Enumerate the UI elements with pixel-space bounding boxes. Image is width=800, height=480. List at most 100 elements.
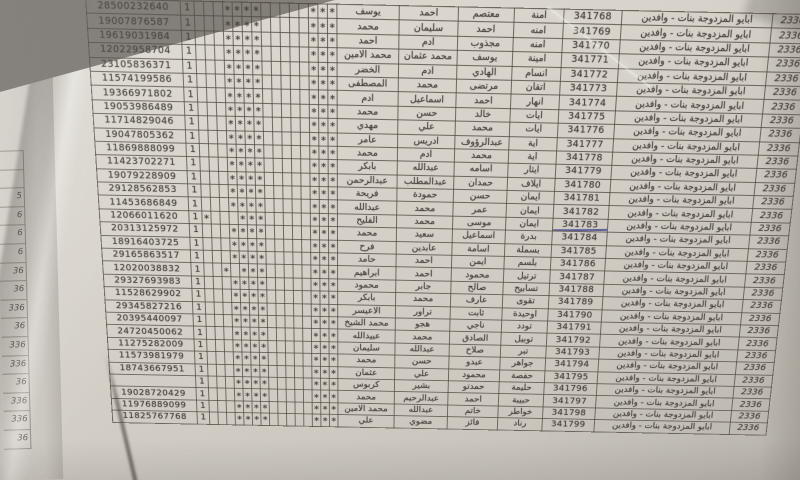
- grandfather-name-cell: احمد: [395, 267, 452, 282]
- star-mark-icon: *: [244, 379, 250, 389]
- mark-cell: *: [227, 157, 237, 172]
- mark-cell: *: [225, 88, 235, 103]
- star-mark-icon: *: [320, 93, 326, 105]
- star-mark-icon: *: [238, 160, 244, 172]
- mark-cell: [267, 340, 277, 353]
- mark-cell: [225, 388, 235, 401]
- mark-cell: [285, 328, 295, 341]
- star-mark-icon: *: [242, 304, 248, 316]
- mark-cell: *: [310, 213, 320, 227]
- mark-cell: *: [248, 276, 258, 290]
- registered-flag-cell: 1: [182, 58, 197, 74]
- mark-cell: [217, 143, 228, 158]
- mark-cell: [294, 353, 304, 366]
- star-mark-icon: *: [251, 292, 257, 303]
- star-mark-icon: *: [312, 242, 318, 253]
- star-mark-icon: *: [255, 105, 262, 118]
- mark-cell: *: [234, 102, 245, 117]
- mark-cell: *: [232, 327, 242, 340]
- registered-flag-cell: 1: [183, 73, 198, 88]
- star-mark-icon: *: [330, 306, 336, 317]
- seat-number-cell: 341792: [546, 333, 601, 347]
- mark-cell: *: [256, 238, 266, 252]
- mark-cell: *: [238, 237, 249, 252]
- mark-cell: *: [251, 388, 261, 402]
- mark-cell: *: [309, 131, 319, 146]
- mark-cell: [215, 339, 225, 352]
- great-grandfather-name-cell: فرح: [337, 239, 397, 255]
- father-name-cell: يوسف: [456, 50, 513, 67]
- mark-cell: *: [232, 31, 243, 46]
- mark-cell: [193, 1, 204, 17]
- grandfather-name-cell: ادريس: [397, 133, 456, 149]
- star-mark-icon: *: [240, 240, 247, 252]
- mark-cell: [198, 115, 208, 130]
- registered-flag-cell: 1: [185, 143, 200, 158]
- mark-cell: *: [318, 159, 329, 174]
- mark-cell: [276, 328, 286, 341]
- mark-cell: [272, 117, 282, 132]
- mark-cell: [275, 302, 285, 316]
- star-mark-icon: *: [230, 187, 236, 199]
- mark-cell: [204, 30, 215, 46]
- mark-cell: *: [259, 352, 269, 365]
- mark-cell: [266, 290, 276, 303]
- star-mark-icon: *: [261, 367, 267, 378]
- star-mark-icon: *: [310, 50, 317, 62]
- star-mark-icon: *: [330, 202, 336, 214]
- mark-cell: [212, 1, 223, 17]
- mark-cell: [269, 401, 278, 414]
- mark-cell: [271, 46, 281, 62]
- star-mark-icon: *: [311, 106, 317, 119]
- mark-cell: *: [235, 130, 246, 145]
- first-name-cell: توبيل: [500, 332, 547, 346]
- first-name-cell: اية: [508, 136, 558, 151]
- star-mark-icon: *: [228, 132, 235, 145]
- mark-cell: *: [252, 412, 262, 425]
- great-grandfather-name-cell: حامد: [337, 252, 397, 268]
- star-mark-icon: *: [310, 35, 317, 48]
- star-mark-icon: *: [311, 92, 317, 105]
- great-grandfather-name-cell: مهدي: [337, 118, 398, 134]
- star-mark-icon: *: [234, 342, 241, 353]
- star-mark-icon: *: [262, 415, 268, 426]
- mark-cell: [206, 101, 217, 117]
- star-mark-icon: *: [322, 306, 327, 317]
- star-mark-icon: *: [311, 162, 318, 174]
- star-mark-icon: *: [311, 134, 317, 146]
- mark-cell: *: [309, 75, 319, 91]
- star-mark-icon: *: [231, 227, 237, 238]
- star-mark-icon: *: [321, 293, 327, 305]
- mark-cell: *: [311, 316, 321, 329]
- seat-number-cell: 341786: [550, 257, 606, 272]
- star-mark-icon: *: [253, 20, 260, 32]
- registered-flag-cell: 1: [189, 223, 203, 238]
- father-name-cell: حمدتو: [448, 380, 500, 394]
- grandfather-name-cell: سليمان: [398, 20, 459, 37]
- star-mark-icon: *: [247, 160, 254, 172]
- mark-cell: [196, 59, 206, 74]
- star-mark-icon: *: [245, 403, 251, 413]
- first-name-cell: اية: [508, 149, 557, 165]
- mark-cell: [214, 45, 225, 60]
- mark-cell: [277, 413, 287, 426]
- star-mark-icon: *: [258, 227, 264, 239]
- mark-cell: [226, 412, 236, 425]
- star-mark-icon: *: [312, 202, 318, 214]
- star-mark-icon: *: [254, 77, 261, 90]
- mark-cell: *: [242, 45, 253, 61]
- star-mark-icon: *: [311, 148, 317, 160]
- star-mark-icon: *: [259, 253, 265, 265]
- star-mark-icon: *: [249, 227, 255, 239]
- mark-cell: *: [245, 171, 256, 186]
- mark-cell: *: [309, 90, 319, 105]
- mark-cell: [302, 316, 312, 329]
- mark-cell: [276, 315, 286, 329]
- star-mark-icon: *: [321, 268, 327, 279]
- first-name-cell: جواهر: [499, 357, 546, 371]
- mark-cell: [214, 301, 224, 315]
- registered-flag-cell: 1: [195, 387, 209, 401]
- star-mark-icon: *: [321, 255, 327, 266]
- mark-cell: [299, 75, 310, 91]
- mark-cell: *: [329, 353, 338, 367]
